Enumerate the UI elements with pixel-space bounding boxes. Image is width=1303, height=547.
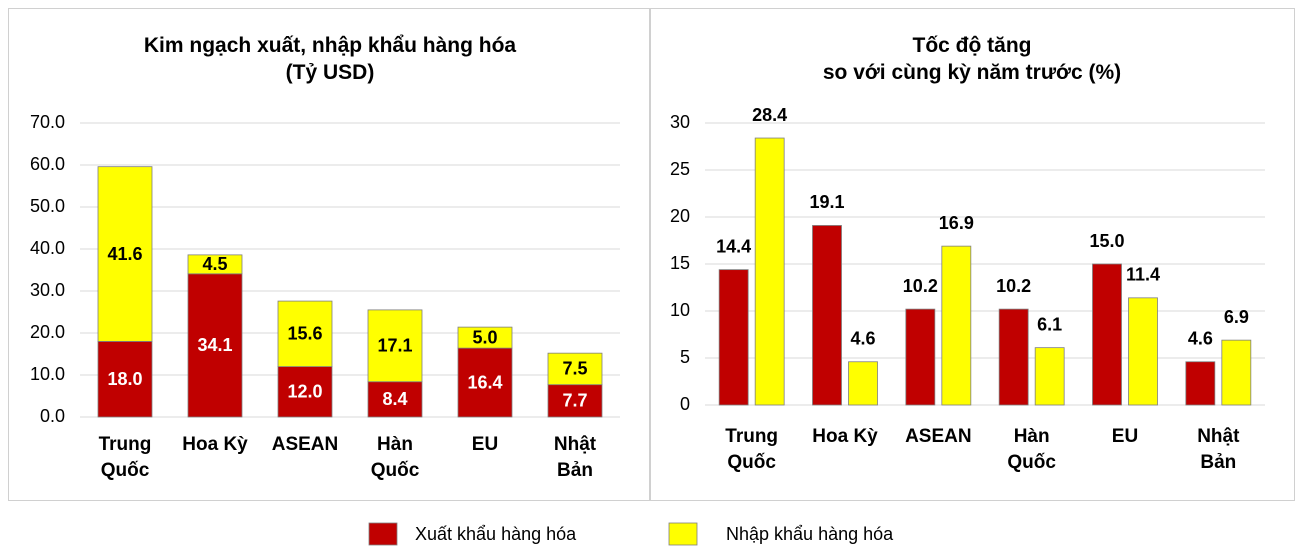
y-tick-label: 5: [680, 347, 690, 367]
data-label: 15.6: [287, 324, 322, 344]
data-label: 8.4: [382, 389, 407, 409]
data-label: 4.5: [202, 254, 227, 274]
data-label: 4.6: [1188, 329, 1213, 349]
data-label: 5.0: [472, 327, 497, 347]
x-tick-label: Hàn Quốc: [370, 434, 420, 481]
bar-segment: [277, 300, 333, 367]
data-label: 41.6: [107, 244, 142, 264]
legend-label: Nhập khẩu hàng hóa: [726, 524, 894, 544]
data-label: 34.1: [197, 335, 232, 355]
y-tick-label: 40.0: [30, 238, 65, 258]
data-label: 7.7: [562, 391, 587, 411]
y-tick-label: 60.0: [30, 154, 65, 174]
y-tick-label: 50.0: [30, 196, 65, 216]
x-tick-label: Nhật Bản: [553, 434, 597, 481]
bar-segment: [367, 381, 423, 418]
panel-border: [8, 8, 650, 501]
bar: [1185, 361, 1216, 406]
bar: [1034, 347, 1065, 406]
data-label: 14.4: [716, 236, 751, 256]
data-label: 28.4: [752, 105, 787, 125]
bar-segment: [97, 166, 153, 342]
data-label: 16.4: [467, 372, 502, 392]
bar: [718, 269, 749, 406]
y-tick-label: 70.0: [30, 112, 65, 132]
panel-border: [650, 8, 1295, 501]
y-tick-label: 20.0: [30, 322, 65, 342]
bar: [1221, 339, 1252, 406]
data-label: 12.0: [287, 382, 322, 402]
bar: [941, 245, 972, 406]
data-label: 19.1: [809, 192, 844, 212]
bar-segment: [187, 254, 243, 275]
y-tick-label: 15: [670, 253, 690, 273]
data-label: 6.1: [1037, 314, 1062, 334]
bar: [848, 361, 878, 406]
x-tick-label: Hàn Quốc: [1007, 426, 1056, 473]
y-tick-label: 10: [670, 300, 690, 320]
bar: [905, 308, 936, 406]
chart-title: Kim ngạch xuất, nhập khẩu hàng hóa (Tỷ U…: [143, 34, 517, 84]
bar-segment: [457, 326, 513, 349]
data-label: 15.0: [1089, 231, 1124, 251]
y-tick-label: 0: [680, 394, 690, 414]
bar-segment: [547, 384, 603, 418]
chart-title: Tốc độ tăng so với cùng kỳ năm trước (%): [822, 34, 1122, 84]
bar: [754, 137, 785, 406]
data-label: 11.4: [1126, 265, 1160, 285]
y-tick-label: 20: [670, 206, 690, 226]
legend-swatch: [668, 522, 698, 546]
bar-segment: [367, 309, 423, 383]
data-label: 4.6: [850, 329, 875, 349]
bar: [1092, 263, 1122, 406]
legend-swatch: [368, 522, 398, 546]
bar: [1128, 297, 1158, 406]
y-tick-label: 30: [670, 112, 690, 132]
legend-label: Xuất khẩu hàng hóa: [415, 524, 577, 544]
bar: [998, 308, 1029, 406]
x-tick-label: ASEAN: [271, 434, 339, 455]
bar-segment: [187, 273, 243, 418]
data-label: 6.9: [1224, 307, 1249, 327]
x-tick-label: Nhật Bản: [1197, 426, 1240, 473]
y-tick-label: 0.0: [40, 406, 65, 426]
bar: [812, 225, 842, 406]
data-label: 7.5: [562, 359, 587, 379]
bar-segment: [97, 340, 153, 418]
x-tick-label: EU: [1111, 426, 1139, 447]
x-tick-label: Trung Quốc: [725, 426, 779, 473]
data-label: 17.1: [377, 336, 412, 356]
x-tick-label: Hoa Kỳ: [812, 426, 878, 447]
y-tick-label: 10.0: [30, 364, 65, 384]
data-label: 18.0: [107, 369, 142, 389]
data-label: 10.2: [903, 276, 938, 296]
y-tick-label: 25: [670, 159, 690, 179]
x-tick-label: EU: [471, 434, 499, 455]
x-tick-label: Hoa Kỳ: [182, 434, 248, 455]
x-tick-label: Trung Quốc: [98, 434, 152, 481]
y-tick-label: 30.0: [30, 280, 65, 300]
x-tick-label: ASEAN: [905, 426, 972, 447]
data-label: 16.9: [939, 213, 974, 233]
bar-segment: [547, 352, 603, 386]
data-label: 10.2: [996, 276, 1031, 296]
